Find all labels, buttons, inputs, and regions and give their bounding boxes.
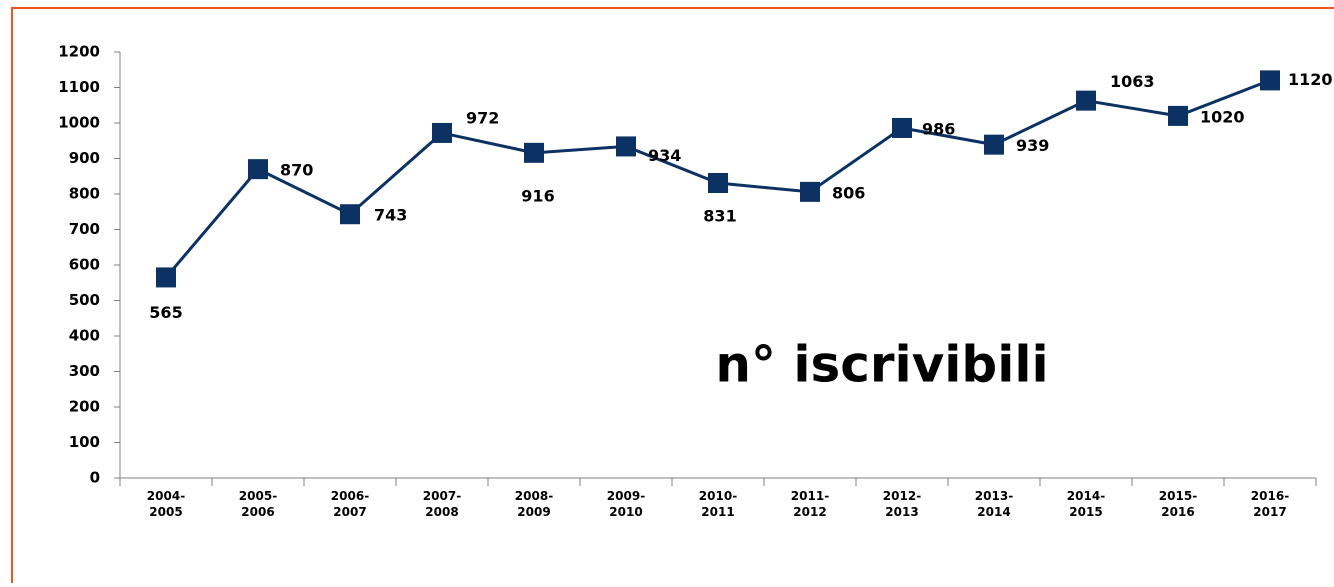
- x-tick-label: 2010-2011: [698, 489, 738, 519]
- x-tick-label: 2014-2015: [1066, 489, 1106, 519]
- y-tick-label: 1100: [58, 78, 100, 96]
- y-tick-label: 100: [69, 433, 100, 451]
- y-tick-label: 600: [69, 256, 100, 274]
- chart-title: n° iscrivibili: [715, 336, 1048, 394]
- marker: [800, 181, 820, 202]
- x-tick-label: 2007-2008: [422, 489, 462, 519]
- marker: [708, 172, 728, 193]
- x-tick-label-box: 2007-2008: [422, 489, 462, 519]
- marker: [616, 136, 636, 157]
- x-tick-label-box: 2009-2010: [606, 489, 646, 519]
- x-tick-label: 2016-2017: [1250, 489, 1290, 519]
- data-label: 939: [1016, 136, 1049, 155]
- data-label: 831: [703, 206, 736, 225]
- x-tick-label-box: 2010-2011: [698, 489, 738, 519]
- frame: [11, 7, 1334, 587]
- data-label: 1120: [1288, 70, 1333, 89]
- x-tick-label-box: 2012-2013: [882, 489, 922, 519]
- marker: [340, 204, 360, 225]
- x-tick-label: 2012-2013: [882, 489, 922, 519]
- marker: [156, 267, 176, 288]
- data-label: 972: [466, 108, 499, 127]
- data-label: 1020: [1200, 107, 1245, 126]
- y-tick-label: 800: [69, 185, 100, 203]
- x-tick-label: 2004-2005: [146, 489, 186, 519]
- marker: [524, 142, 544, 163]
- data-label: 916: [521, 186, 554, 205]
- marker: [1076, 90, 1096, 111]
- data-label: 565: [149, 303, 182, 322]
- marker: [892, 117, 912, 138]
- x-tick-label: 2009-2010: [606, 489, 646, 519]
- data-label: 743: [374, 206, 407, 225]
- x-tick-label-box: 2004-2005: [146, 489, 186, 519]
- x-tick-label: 2013-2014: [974, 489, 1014, 519]
- x-tick-label-box: 2011-2012: [790, 489, 830, 519]
- x-tick-label-box: 2008-2009: [514, 489, 554, 519]
- x-tick-label: 2015-2016: [1158, 489, 1198, 519]
- x-tick-label-box: 2005-2006: [238, 489, 278, 519]
- y-tick-label: 1000: [58, 114, 100, 132]
- marker: [248, 159, 268, 180]
- marker: [432, 122, 452, 143]
- x-tick-label: 2008-2009: [514, 489, 554, 519]
- x-tick-label-box: 2014-2015: [1066, 489, 1106, 519]
- y-tick-label: 500: [69, 291, 100, 309]
- x-tick-label: 2011-2012: [790, 489, 830, 519]
- x-tick-label-box: 2013-2014: [974, 489, 1014, 519]
- y-tick-label: 400: [69, 327, 100, 345]
- data-label: 1063: [1110, 72, 1155, 91]
- data-label: 806: [832, 183, 865, 202]
- data-label: 934: [648, 146, 681, 165]
- marker: [1168, 105, 1188, 126]
- y-tick-label: 1200: [58, 43, 100, 61]
- x-tick-label-box: 2015-2016: [1158, 489, 1198, 519]
- x-tick-label-box: 2006-2007: [330, 489, 370, 519]
- data-label: 870: [280, 161, 313, 180]
- x-tick-label: 2005-2006: [238, 489, 278, 519]
- marker: [1260, 70, 1280, 91]
- y-tick-label: 0: [90, 469, 100, 487]
- data-label: 986: [922, 119, 955, 138]
- x-tick-label-box: 2016-2017: [1250, 489, 1290, 519]
- y-tick-label: 700: [69, 220, 100, 238]
- marker: [984, 134, 1004, 155]
- y-tick-label: 200: [69, 398, 100, 416]
- y-tick-label: 300: [69, 362, 100, 380]
- y-tick-label: 900: [69, 149, 100, 167]
- x-tick-label: 2006-2007: [330, 489, 370, 519]
